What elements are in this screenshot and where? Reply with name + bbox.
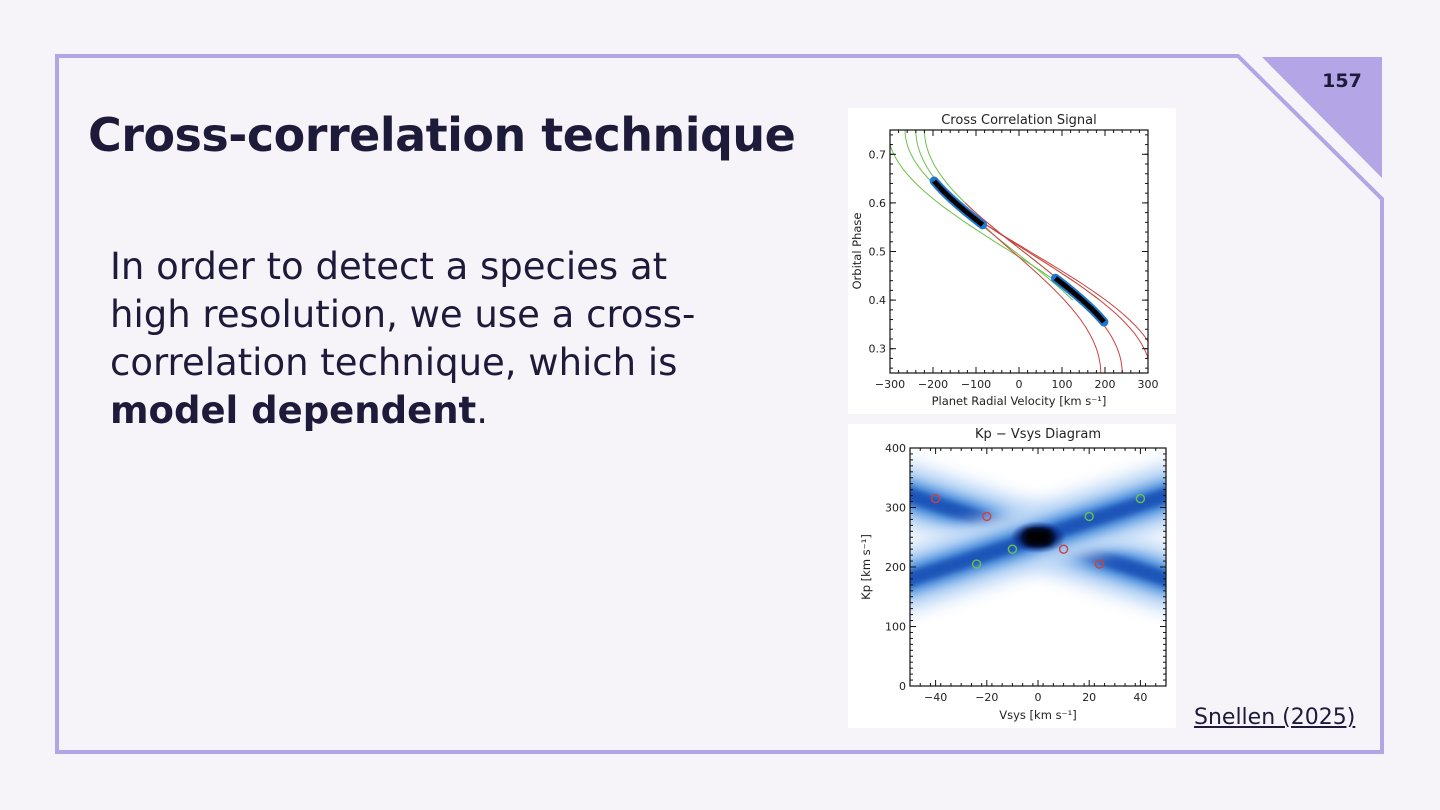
kp-model-marker <box>930 493 941 504</box>
kp-y-tick-label: 0 <box>899 680 906 693</box>
ccf-model-track <box>890 142 1083 301</box>
kp-y-tick-label: 100 <box>885 621 906 634</box>
ccf-x-tick-label: −100 <box>961 378 991 391</box>
kp-model-marker <box>982 511 992 522</box>
ccf-x-tick-label: −200 <box>918 378 948 391</box>
kp-model-marker <box>1084 511 1094 522</box>
kp-title: Kp − Vsys Diagram <box>975 427 1101 442</box>
ccf-model-track <box>953 202 1148 343</box>
page-number: 157 <box>1322 70 1362 92</box>
ccf-x-tick-label: 200 <box>1095 378 1116 391</box>
ccf-y-axis-title: Orbital Phase <box>850 212 864 289</box>
kp-vsys-figure: Kp − Vsys Diagram Vsys [km s⁻¹] Kp [km s… <box>848 424 1176 728</box>
kp-x-tick-label: −40 <box>924 691 947 704</box>
kp-model-marker <box>1058 544 1069 554</box>
ccf-x-tick-label: 0 <box>1016 378 1023 391</box>
ccf-model-track <box>955 202 1148 361</box>
ccf-signal-trail <box>932 179 985 227</box>
ccf-model-track <box>904 130 1100 301</box>
kp-y-tick-label: 200 <box>885 561 906 574</box>
slide-title: Cross-correlation technique <box>88 108 796 162</box>
corner-fold <box>1262 57 1382 178</box>
ccf-y-tick-label: 0.4 <box>869 294 887 307</box>
kp-x-tick-label: −20 <box>975 691 998 704</box>
ccf-y-tick-label: 0.3 <box>869 343 887 356</box>
ccf-y-tick-label: 0.7 <box>869 148 887 161</box>
kp-x-axis-title: Vsys [km s⁻¹] <box>999 708 1076 722</box>
ccf-x-tick-label: −300 <box>875 378 905 391</box>
kp-x-tick-label: 40 <box>1133 691 1147 704</box>
slide-border <box>55 54 1384 754</box>
kp-y-axis-title: Kp [km s⁻¹] <box>859 534 873 600</box>
ccf-y-tick-label: 0.6 <box>869 197 887 210</box>
kp-vsys-plot: Kp − Vsys Diagram Vsys [km s⁻¹] Kp [km s… <box>859 427 1167 722</box>
ccf-model-track <box>960 202 1102 373</box>
ccf-x-axis-title: Planet Radial Velocity [km s⁻¹] <box>932 394 1107 408</box>
ccf-plot-frame <box>889 129 1149 374</box>
body-text-prefix: In order to detect a species at high res… <box>110 245 696 384</box>
ccf-model-track <box>964 202 1123 373</box>
kp-y-tick-label: 300 <box>885 502 906 515</box>
ccf-x-tick-label: 300 <box>1138 378 1159 391</box>
ccf-y-tick-label: 0.5 <box>869 246 887 259</box>
kp-x-tick-label: 0 <box>1035 691 1042 704</box>
kp-model-marker <box>1094 559 1105 569</box>
cross-correlation-figure: Cross Correlation Signal Planet Radial V… <box>848 108 1176 414</box>
body-text: In order to detect a species at high res… <box>110 243 750 435</box>
ccf-x-tick-label: 100 <box>1052 378 1073 391</box>
ccf-model-track <box>915 130 1074 301</box>
ccf-signal-trail <box>1053 276 1106 324</box>
cross-correlation-plot: Cross Correlation Signal Planet Radial V… <box>850 113 1159 408</box>
kp-model-marker <box>971 559 982 569</box>
kp-peak <box>1026 530 1050 545</box>
body-text-suffix: . <box>476 389 488 432</box>
kp-y-tick-label: 400 <box>885 442 906 455</box>
body-text-emphasis: model dependent <box>110 389 477 432</box>
citation-link[interactable]: Snellen (2025) <box>1194 705 1356 730</box>
ccf-model-track <box>923 130 1082 301</box>
kp-model-marker <box>1135 493 1146 504</box>
kp-x-tick-label: 20 <box>1082 691 1096 704</box>
ccf-title: Cross Correlation Signal <box>941 113 1097 128</box>
kp-model-marker <box>1007 544 1018 554</box>
